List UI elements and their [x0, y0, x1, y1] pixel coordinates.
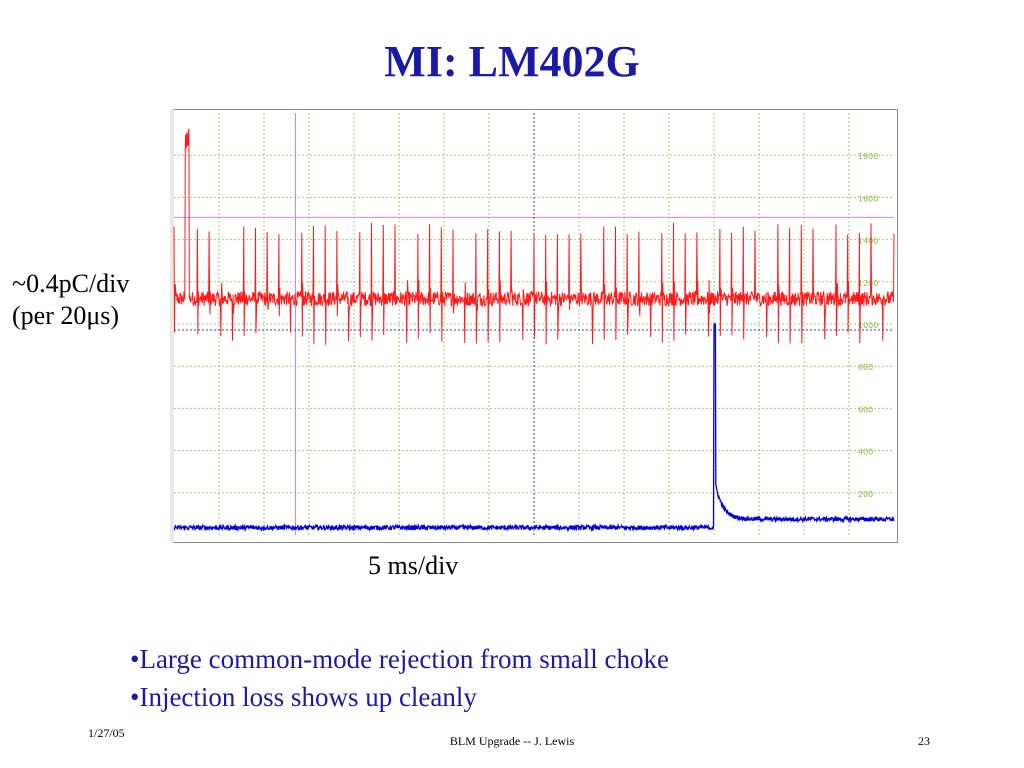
series-group: [173, 128, 895, 533]
footer-page-number: 23: [918, 734, 930, 748]
y-tick-label: 1200: [858, 279, 878, 288]
y-tick-labels: 200 400 600 800 1000 1200 1400 1600 1800: [858, 152, 878, 499]
series-line-blue: [173, 323, 895, 533]
footer-author: BLM Upgrade -- J. Lewis: [449, 734, 575, 748]
oscilloscope-chart: 200 400 600 800 1000 1200 1400 1600 1800: [170, 109, 898, 543]
footer-date: 1/27/05: [88, 726, 125, 740]
y-tick-label: 1600: [858, 194, 878, 203]
slide-title: MI: LM402G: [384, 37, 640, 86]
y-tick-label: 200: [858, 490, 873, 499]
chart-left-bar: [170, 109, 174, 543]
y-axis-label-line2: (per 20μs): [12, 301, 120, 330]
y-axis-label-line1: ~0.4pC/div: [12, 269, 130, 298]
y-axis-label: ~0.4pC/div (per 20μs): [12, 268, 129, 332]
x-axis-label: 5 ms/div: [368, 551, 459, 580]
y-tick-label: 1000: [858, 321, 878, 330]
bullet-item: •Large common-mode rejection from small …: [130, 644, 670, 674]
y-tick-label: 400: [858, 448, 873, 457]
series-line-red: [173, 128, 895, 345]
bullet-list: •Large common-mode rejection from small …: [130, 640, 669, 716]
bullet-item: •Injection loss shows up cleanly: [130, 682, 477, 712]
y-tick-label: 600: [858, 405, 873, 414]
y-tick-label: 800: [858, 363, 873, 372]
y-tick-label: 1400: [858, 237, 878, 246]
y-tick-label: 1800: [858, 152, 878, 161]
